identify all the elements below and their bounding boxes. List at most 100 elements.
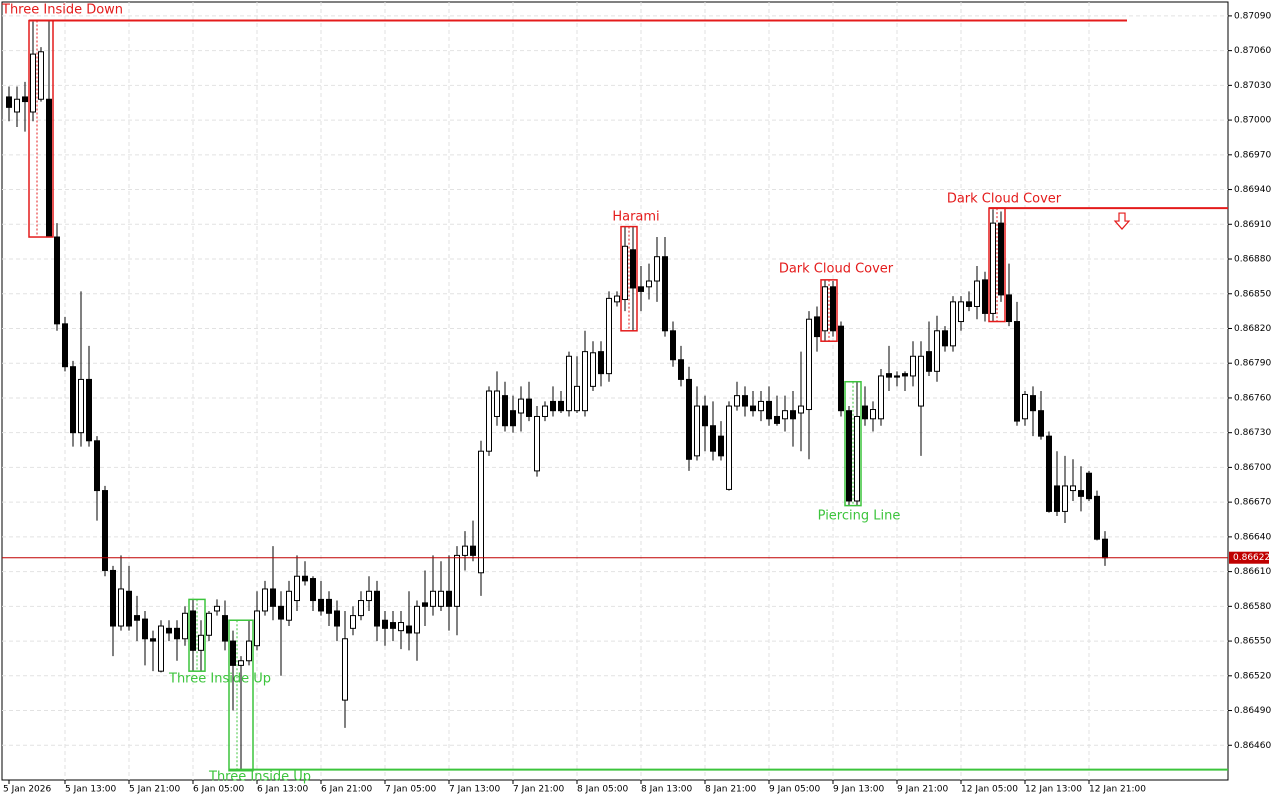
candle-body	[318, 598, 324, 612]
candle-body	[1022, 393, 1028, 420]
candle-body	[438, 590, 444, 607]
candle-body	[374, 590, 380, 627]
candle-body	[110, 569, 116, 627]
x-tick-label: 8 Jan 05:00	[577, 785, 629, 795]
candle-body	[478, 450, 484, 574]
candle-body	[342, 638, 348, 701]
candles	[6, 20, 1108, 771]
pattern-label: Three Inside Down	[1, 3, 123, 18]
y-tick-label: 0.86790	[1234, 359, 1271, 369]
signal-arrow	[1113, 212, 1131, 230]
pattern-label: Harami	[612, 210, 659, 225]
y-tick-label: 0.86910	[1234, 220, 1271, 230]
candle-body	[358, 600, 364, 617]
candle-body	[1046, 435, 1052, 512]
candle-body	[86, 378, 92, 442]
candle-body	[750, 405, 756, 412]
candle-body	[702, 405, 708, 427]
y-tick-label: 0.86940	[1234, 185, 1271, 195]
axes: 0.87090 0.87060 0.87030 0.87000 0.86970 0.869…	[3, 11, 1271, 794]
x-tick-label: 7 Jan 13:00	[449, 785, 501, 795]
pattern-label: Dark Cloud Cover	[779, 262, 894, 277]
y-tick-label: 0.87090	[1234, 11, 1271, 21]
candle-body	[414, 605, 420, 634]
y-tick-label: 0.87030	[1234, 81, 1271, 91]
y-tick-label: 0.86550	[1234, 637, 1271, 647]
candle-body	[390, 622, 396, 629]
candle-body	[198, 634, 204, 651]
candle-body	[670, 330, 676, 361]
candle-body	[502, 395, 508, 427]
y-tick-label: 0.86730	[1234, 428, 1271, 438]
candle-body	[406, 625, 412, 634]
candle-body	[654, 256, 660, 282]
candle-body	[662, 256, 668, 332]
y-tick-label: 0.87000	[1234, 116, 1271, 126]
candle-body	[262, 588, 268, 612]
candle-body	[790, 410, 796, 420]
y-tick-label: 0.87060	[1234, 46, 1271, 56]
candle-body	[454, 554, 460, 607]
candle-body	[990, 222, 996, 314]
candle-body	[54, 236, 60, 325]
candle-body	[1006, 294, 1012, 323]
candle-body	[822, 286, 828, 332]
candle-body	[1054, 485, 1060, 512]
candle-body	[6, 96, 12, 108]
candle-body	[638, 286, 644, 292]
x-tick-label: 9 Jan 05:00	[769, 785, 821, 795]
candle-body	[470, 545, 476, 556]
candle-body	[846, 410, 852, 502]
candle-body	[102, 490, 108, 571]
candle-body	[542, 405, 548, 417]
candle-body	[30, 53, 36, 113]
candle-body	[94, 440, 100, 492]
x-tick-label: 6 Jan 21:00	[321, 785, 373, 795]
candle-body	[494, 390, 500, 417]
candle-body	[134, 615, 140, 621]
x-tick-label: 6 Jan 05:00	[193, 785, 245, 795]
candle-body	[718, 435, 724, 457]
x-tick-label: 12 Jan 05:00	[961, 785, 1018, 795]
candle-body	[926, 351, 932, 372]
candle-body	[798, 405, 804, 414]
candle-body	[486, 390, 492, 452]
candle-body	[774, 415, 780, 424]
candle-body	[758, 400, 764, 412]
candle-body	[958, 301, 964, 323]
candle-body	[510, 410, 516, 427]
candle-body	[534, 415, 540, 472]
candle-body	[582, 351, 588, 412]
candle-body	[558, 400, 564, 412]
candle-body	[598, 351, 604, 375]
candle-body	[854, 415, 860, 502]
candle-body	[1102, 538, 1108, 559]
candle-body	[918, 355, 924, 407]
candle-body	[686, 378, 692, 460]
candle-body	[214, 605, 220, 612]
candle-body	[878, 375, 884, 420]
y-tick-label: 0.86760	[1234, 393, 1271, 403]
y-tick-label: 0.86970	[1234, 150, 1271, 160]
pattern-box	[228, 619, 254, 772]
candle-body	[742, 395, 748, 407]
candle-body	[830, 286, 836, 332]
candle-body	[278, 605, 284, 620]
grid	[2, 2, 1228, 780]
candle-body	[230, 640, 236, 666]
candle-body	[22, 96, 28, 103]
candle-body	[1094, 495, 1100, 540]
y-tick-label: 0.86610	[1234, 567, 1271, 577]
x-tick-label: 5 Jan 13:00	[65, 785, 117, 795]
annotations: Three Inside Down Three Inside Up Three In…	[1, 3, 1228, 785]
candle-body	[334, 610, 340, 627]
candle-body	[78, 378, 84, 434]
pattern-label: Three Inside Up	[168, 672, 271, 687]
candle-body	[518, 398, 524, 414]
candle-body	[38, 51, 44, 100]
candle-body	[726, 405, 732, 490]
x-tick-label: 7 Jan 05:00	[385, 785, 437, 795]
candle-body	[886, 373, 892, 378]
candle-body	[646, 280, 652, 288]
